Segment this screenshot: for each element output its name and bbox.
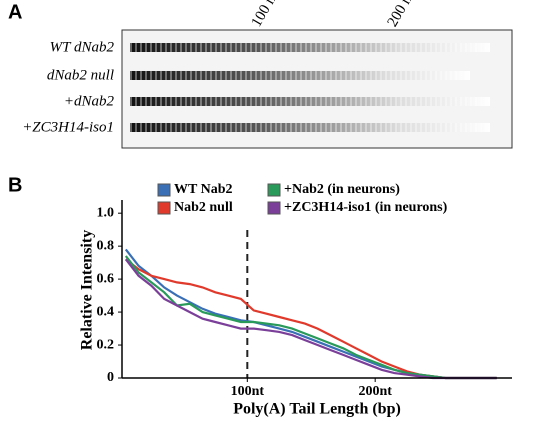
lane-label: +dNab2 xyxy=(64,93,115,109)
y-axis-label: Relative Intensity xyxy=(79,230,96,350)
legend-swatch xyxy=(157,183,171,197)
lane-label: WT dNab2 xyxy=(50,39,115,55)
panel-label: B xyxy=(8,174,22,196)
legend-label: WT Nab2 xyxy=(174,182,232,197)
x-axis-label: Poly(A) Tail Length (bp) xyxy=(233,401,401,418)
x-tick-label: 200nt xyxy=(358,384,392,399)
series-line xyxy=(124,255,497,380)
series-line xyxy=(124,248,497,380)
y-tick-label: 1.0 xyxy=(97,205,115,220)
series-line xyxy=(124,258,497,380)
legend-swatch xyxy=(157,201,171,215)
y-tick-label: 0.2 xyxy=(97,337,115,352)
y-tick-label: 0.4 xyxy=(97,304,115,319)
gel-bands xyxy=(130,43,490,132)
legend-swatch xyxy=(267,183,281,197)
y-tick-label: 0.8 xyxy=(97,238,115,253)
series-line xyxy=(125,258,497,380)
size-marker: 200 nt xyxy=(385,0,418,30)
y-tick-label: 0 xyxy=(107,370,114,385)
legend-swatch xyxy=(267,201,281,215)
lane-label: dNab2 null xyxy=(47,67,114,83)
y-tick-label: 0.6 xyxy=(97,271,115,286)
legend-label: +ZC3H14-iso1 (in neurons) xyxy=(284,200,448,215)
plot: 0 0.2 0.4 0.6 0.8 1.0 100nt 200nt WT Nab2 Nab2 nu… xyxy=(97,182,512,399)
panel-label: A xyxy=(8,1,22,23)
legend-label: +Nab2 (in neurons) xyxy=(284,182,400,197)
legend-label: Nab2 null xyxy=(174,200,233,215)
x-tick-label: 100nt xyxy=(231,384,265,399)
lane-label: +ZC3H14-iso1 xyxy=(22,119,114,135)
size-marker: 100 nt xyxy=(249,0,282,30)
